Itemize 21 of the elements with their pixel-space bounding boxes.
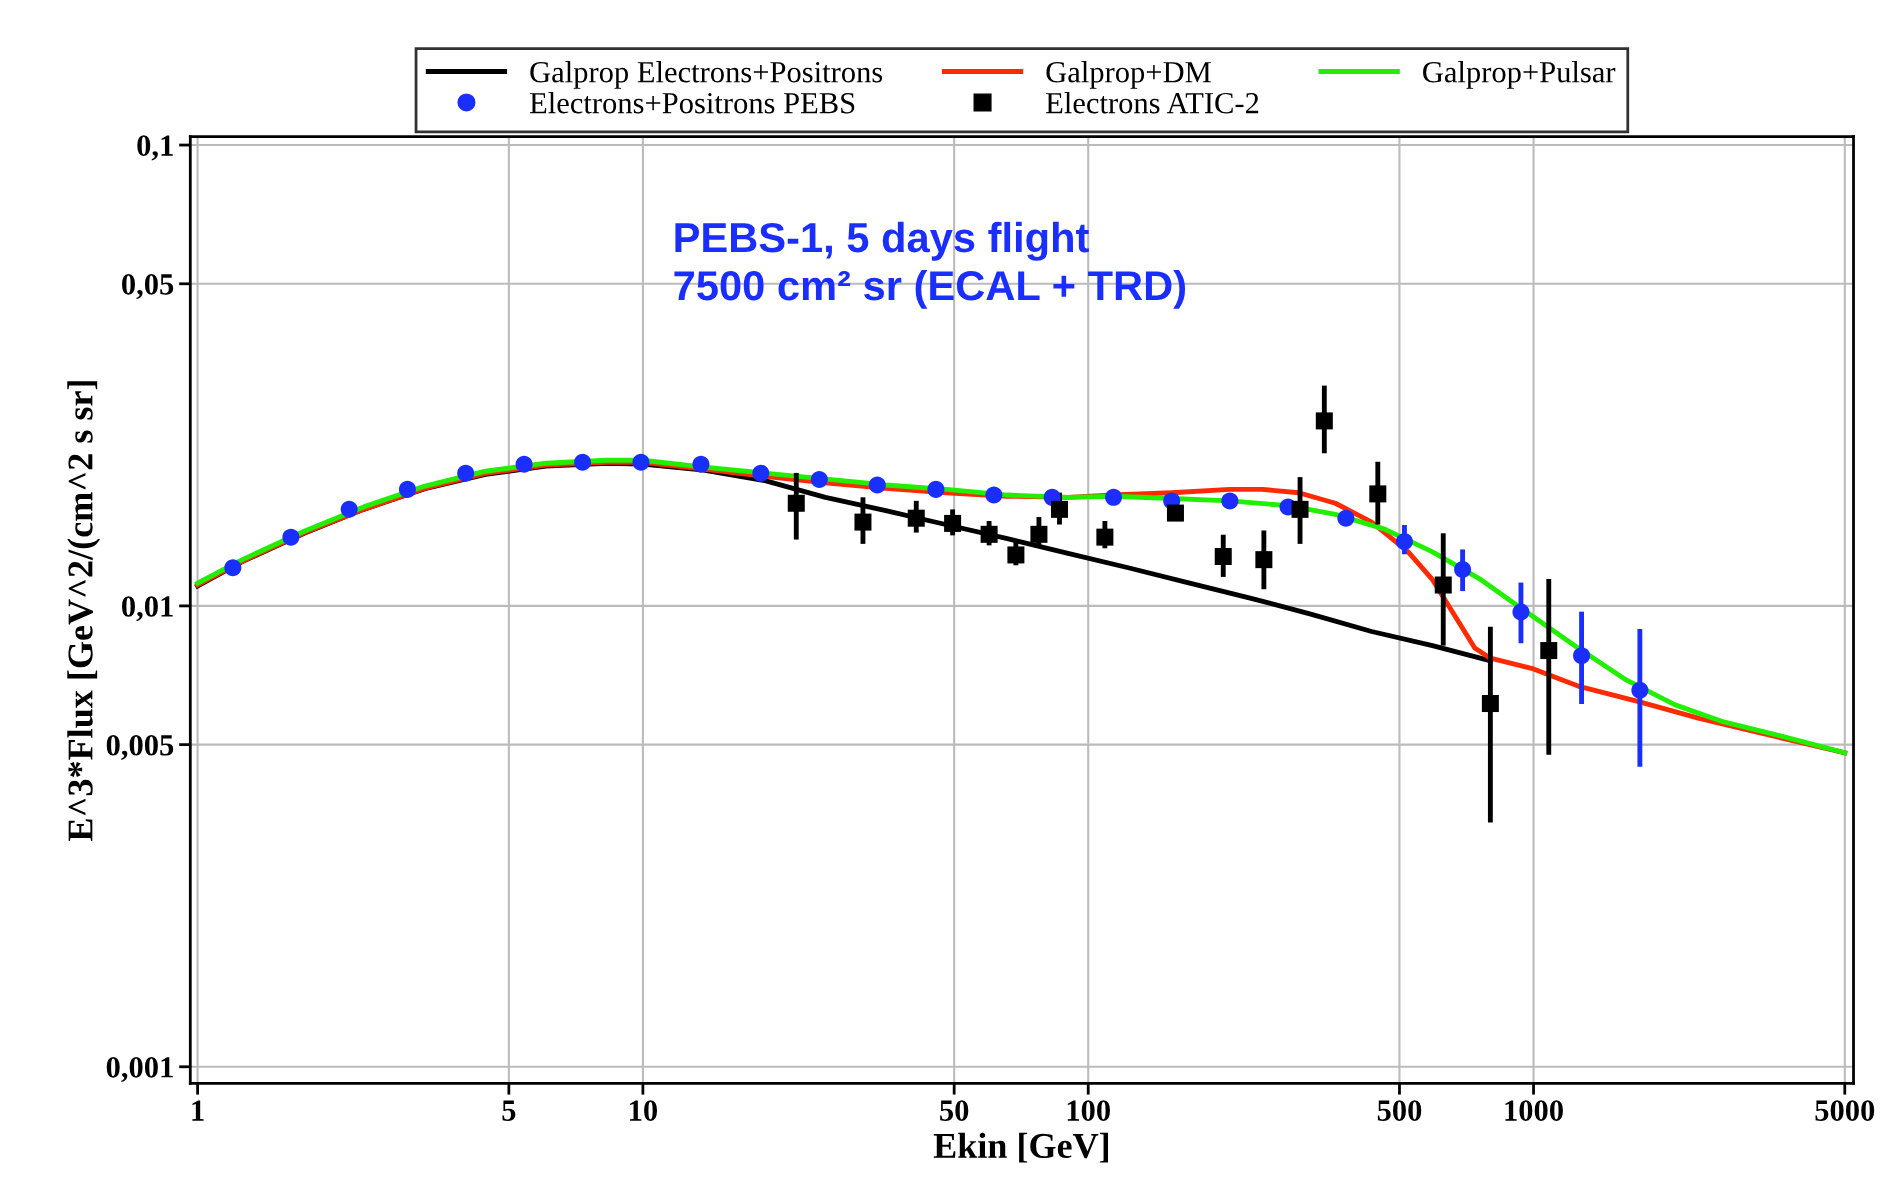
y-tick-label: 0,005 bbox=[106, 734, 174, 760]
y-tick-label: 0,01 bbox=[122, 596, 173, 622]
x-tick-label: 500 bbox=[1377, 1100, 1422, 1121]
x-tick-label: 1000 bbox=[1505, 1100, 1563, 1121]
y-tick-label: 0,001 bbox=[106, 1057, 173, 1083]
x-tick-label: 5000 bbox=[1815, 1100, 1875, 1121]
legend-label: Galprop+Pulsar bbox=[1423, 61, 1616, 89]
x-tick-label: 100 bbox=[1067, 1100, 1110, 1121]
x-tick-label: 10 bbox=[630, 1100, 658, 1121]
legend-label: Galprop+DM bbox=[1046, 61, 1211, 89]
legend-label: Electrons+Positrons PEBS bbox=[529, 91, 855, 114]
x-axis-title: Ekin [GeV] bbox=[933, 1132, 1109, 1163]
y-tick-label: 0,1 bbox=[137, 135, 173, 161]
y-tick-label: 0,05 bbox=[122, 274, 174, 300]
legend-label: Galprop Electrons+Positrons bbox=[530, 61, 883, 89]
annotation: PEBS-1, 5 days flight 7500 cm² sr (ECAL + TRD) bbox=[674, 221, 1186, 309]
legend-label: Electrons ATIC-2 bbox=[1046, 91, 1259, 114]
x-tick-label: 5 bbox=[502, 1100, 516, 1121]
x-tick-label: 1 bbox=[192, 1100, 204, 1121]
x-tick-label: 50 bbox=[940, 1100, 969, 1121]
y-axis-title: E^3*Flux [GeV^2/(cm^2 s sr] bbox=[67, 381, 101, 841]
